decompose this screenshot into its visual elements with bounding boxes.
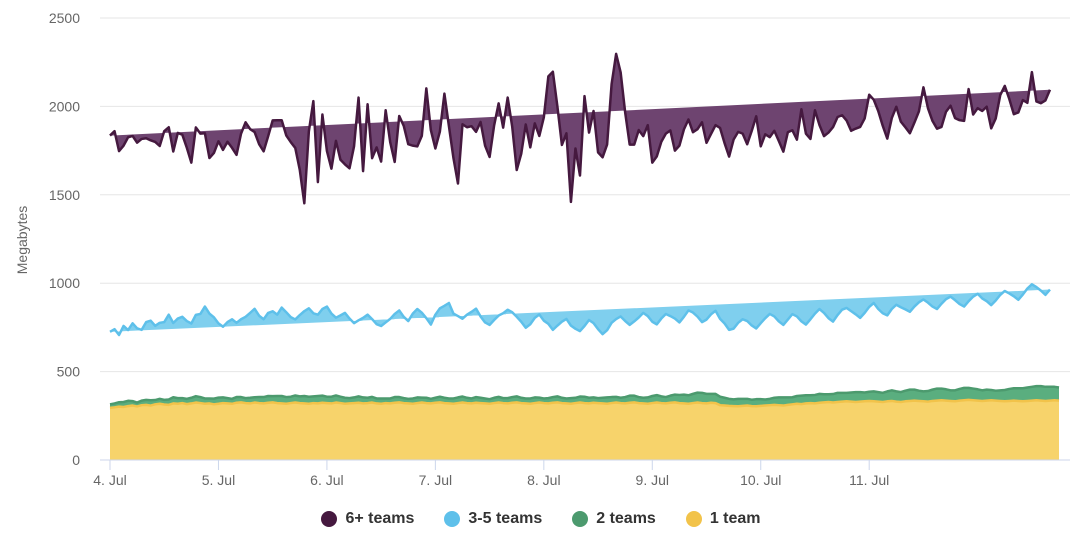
x-tick-label: 11. Jul — [849, 472, 889, 488]
legend-label: 3-5 teams — [468, 510, 543, 527]
legend-label: 2 teams — [596, 510, 656, 527]
chart-canvas: 0 500 1000 1500 2000 2500 4. Jul 5. Jul 6. Jul 7.… — [14, 10, 1070, 488]
series-lines — [109, 52, 1060, 410]
y-tick-label: 1500 — [49, 187, 80, 203]
line-2-teams — [109, 384, 1060, 406]
area-6-teams — [110, 53, 1050, 204]
legend-item-2-teams[interactable]: 2 teams — [572, 510, 656, 528]
y-tick-label: 2000 — [49, 98, 80, 114]
y-tick-label: 2500 — [49, 10, 80, 26]
y-tick-label: 1000 — [49, 275, 80, 291]
legend-label: 6+ teams — [345, 510, 415, 527]
area-3-5-teams — [110, 284, 1050, 335]
line-6-teams — [109, 52, 1052, 205]
chart-legend: 6+ teams 3-5 teams 2 teams 1 team — [0, 510, 1082, 528]
legend-swatch — [685, 511, 702, 527]
legend-item-3-5-teams[interactable]: 3-5 teams — [444, 510, 542, 528]
x-tick-label: 6. Jul — [310, 472, 343, 488]
x-tick-label: 10. Jul — [740, 472, 781, 488]
legend-label: 1 team — [709, 510, 761, 527]
x-tick-label: 9. Jul — [636, 472, 669, 488]
y-tick-label: 500 — [57, 364, 81, 380]
x-tick-label: 5. Jul — [202, 472, 235, 488]
legend-swatch — [572, 511, 589, 527]
legend-item-6-teams[interactable]: 6+ teams — [321, 510, 414, 528]
y-tick-label: 0 — [72, 452, 80, 468]
legend-swatch — [444, 511, 461, 527]
legend-swatch — [321, 511, 338, 527]
x-tick-label: 8. Jul — [527, 472, 560, 488]
area-1-team — [110, 399, 1059, 460]
axes: 0 500 1000 1500 2000 2500 4. Jul 5. Jul 6. Jul 7.… — [49, 10, 1070, 488]
x-tick-label: 7. Jul — [419, 472, 452, 488]
x-tick-label: 4. Jul — [93, 472, 126, 488]
line-3-5-teams — [109, 283, 1051, 337]
y-axis-title: Megabytes — [14, 206, 30, 274]
line-1-team — [109, 398, 1060, 410]
legend-item-1-team[interactable]: 1 team — [685, 510, 761, 528]
